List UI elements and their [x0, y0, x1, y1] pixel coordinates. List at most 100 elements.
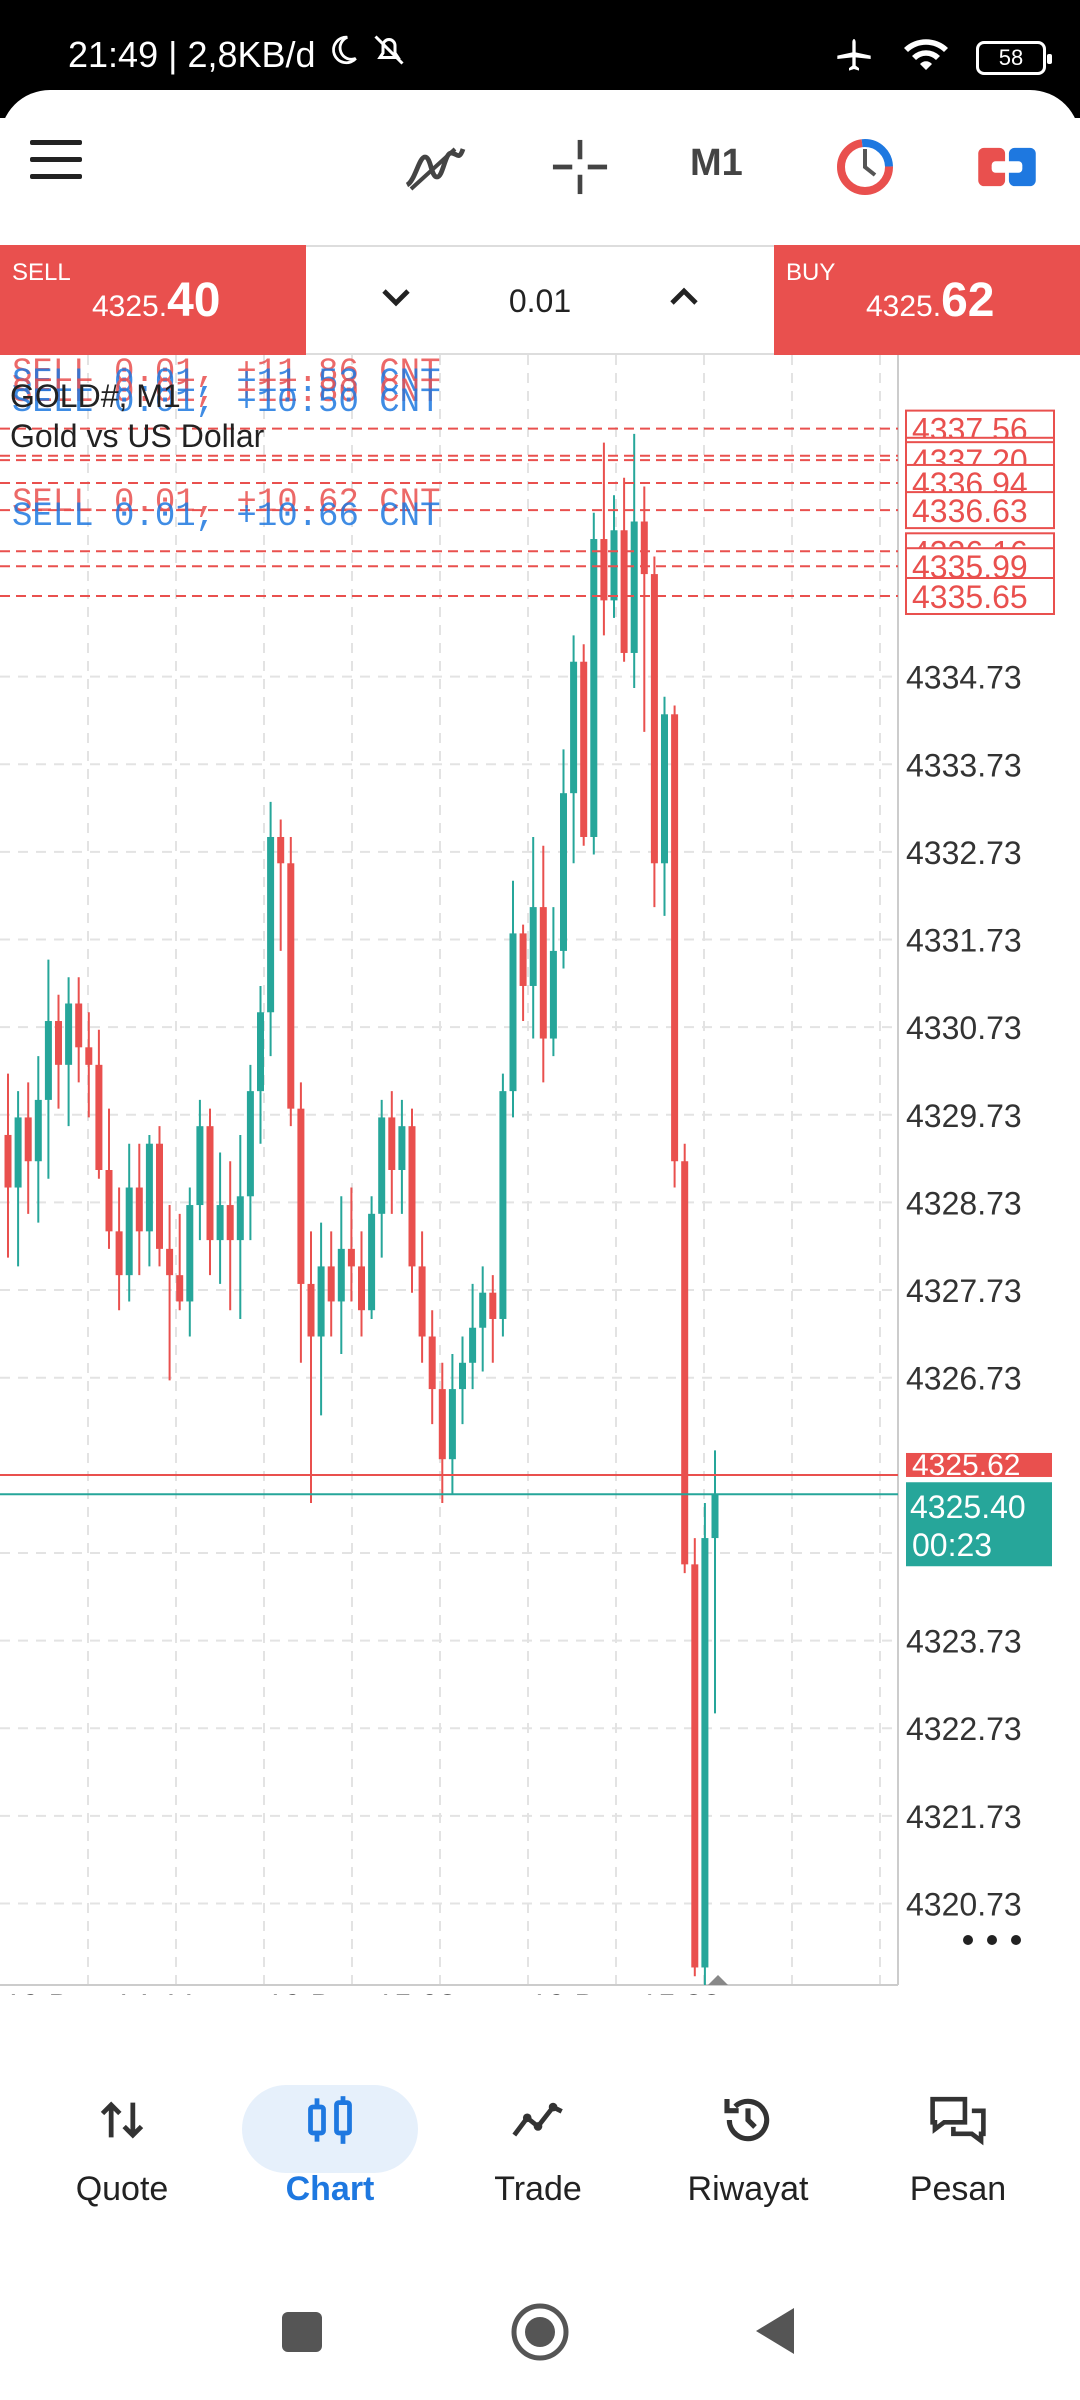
candle-body: [206, 1126, 214, 1241]
crosshair-icon[interactable]: [545, 132, 615, 202]
y-tick-label: 4332.73: [906, 835, 1022, 871]
more-options-dot[interactable]: [987, 1935, 997, 1945]
lot-stepper: 0.01: [306, 245, 774, 355]
candle-body: [327, 1266, 335, 1302]
candle-body: [681, 1161, 689, 1565]
buy-label: BUY: [786, 259, 836, 286]
y-tick-label: 4323.73: [906, 1624, 1022, 1660]
candle-body: [388, 1117, 396, 1170]
mute-icon: [370, 32, 408, 77]
x-tick-label: 19 Dec 14:44: [4, 1988, 194, 1995]
trade-panel-icon[interactable]: [972, 132, 1042, 202]
y-tick-label: 4334.73: [906, 660, 1022, 696]
candle-body: [691, 1564, 699, 1968]
decrease-lot-chevron-down-icon[interactable]: [376, 277, 416, 322]
candle-body: [176, 1275, 184, 1302]
candle-body: [75, 1003, 83, 1048]
candle-body: [489, 1292, 497, 1319]
back-triangle-icon[interactable]: [752, 2306, 798, 2361]
symbol-title: GOLD#, M1: [10, 378, 181, 414]
candle-body: [14, 1117, 22, 1188]
nav-chart[interactable]: Chart: [240, 2080, 420, 2250]
status-time: 21:49: [68, 33, 159, 75]
nav-messages[interactable]: Pesan: [868, 2080, 1048, 2250]
candle-body: [428, 1336, 436, 1390]
lot-size-input[interactable]: 0.01: [508, 283, 572, 319]
recents-square-icon[interactable]: [280, 2310, 324, 2359]
candle-body: [549, 950, 557, 1039]
nav-messages-label: Pesan: [909, 2170, 1007, 2208]
candle-body: [479, 1292, 487, 1328]
candle-body: [529, 907, 537, 986]
candle-body: [85, 1047, 93, 1065]
nav-quote[interactable]: Quote: [32, 2080, 212, 2250]
indicators-icon[interactable]: [400, 132, 470, 202]
x-tick-label: 19 Dec 15:32: [530, 1988, 720, 1995]
buy-button[interactable]: BUY 4325.62: [774, 245, 1080, 355]
candle-body: [287, 863, 295, 1109]
symbol-subtitle: Gold vs US Dollar: [10, 418, 265, 454]
candle-body: [115, 1231, 123, 1276]
candle-body: [186, 1205, 194, 1302]
nav-chart-label: Chart: [285, 2170, 375, 2208]
sell-price-main: 4325.: [92, 290, 168, 323]
airplane-icon: [832, 34, 876, 81]
hamburger-menu-icon[interactable]: [30, 140, 82, 180]
candle-body: [226, 1205, 234, 1241]
home-circle-icon[interactable]: [510, 2302, 570, 2367]
y-tick-label: 4320.73: [906, 1887, 1022, 1923]
candle-body: [24, 1117, 32, 1162]
timeframe-selector[interactable]: M1: [690, 142, 743, 184]
candle-body: [560, 793, 567, 951]
candle-body: [135, 1187, 143, 1232]
app-bar: M1: [0, 90, 1080, 245]
candle-body: [590, 539, 598, 837]
order-level-label: 4336.63: [912, 493, 1028, 529]
position-label: SELL 0.01, +10.50 CNT: [12, 384, 440, 422]
candle-body: [438, 1389, 446, 1460]
position-label: SELL 0.01, +11.53 CNT: [12, 364, 440, 402]
candlestick-chart[interactable]: 4334.73 4333.73 4332.73 4331.73 4330.73 4329.…: [0, 354, 1080, 2024]
one-click-trading-icon[interactable]: [830, 132, 900, 202]
candle-body: [337, 1248, 345, 1302]
order-level-tag: [905, 576, 1055, 615]
candle-body: [580, 661, 588, 837]
status-separator: |: [168, 33, 178, 75]
sell-price: 4325.40: [92, 273, 220, 328]
nav-trade[interactable]: Trade: [448, 2080, 628, 2250]
candle-countdown-label: 00:23: [912, 1527, 992, 1563]
candle-body: [711, 1494, 719, 1539]
battery-icon: 58: [976, 40, 1052, 75]
x-tick-label: 19 Dec 15:08: [266, 1988, 456, 1995]
ask-price-tag: [906, 1452, 1052, 1477]
candle-body: [620, 530, 628, 653]
wifi-icon: [902, 34, 950, 81]
price-chart[interactable]: 4334.73 4333.73 4332.73 4331.73 4330.73 4329.…: [0, 354, 1080, 2024]
more-options-dot[interactable]: [963, 1935, 973, 1945]
y-tick-label: 4326.73: [906, 1361, 1022, 1397]
sell-price-pips: 40: [167, 274, 221, 327]
candle-body: [196, 1126, 204, 1206]
candle-body: [701, 1538, 709, 1968]
candle-body: [650, 574, 658, 864]
candle-body: [125, 1187, 133, 1276]
candle-body: [347, 1248, 355, 1267]
last-bar-marker: [708, 1975, 728, 1985]
candle-body: [469, 1327, 477, 1363]
nav-history[interactable]: Riwayat: [658, 2080, 838, 2250]
candle-body: [418, 1266, 426, 1337]
position-label: SELL 0.01, +11.86 CNT: [12, 355, 440, 392]
chart-candles-icon: [240, 2080, 420, 2160]
candle-body: [408, 1126, 416, 1267]
candle-body: [519, 933, 527, 986]
bottom-navigation: Quote Chart Trade Riwayat Pesan: [0, 2050, 1080, 2270]
increase-lot-chevron-up-icon[interactable]: [664, 277, 704, 322]
more-options-dot[interactable]: [1011, 1935, 1021, 1945]
sell-button[interactable]: SELL 4325.40: [0, 245, 306, 355]
y-tick-label: 4327.73: [906, 1273, 1022, 1309]
battery-level: 58: [998, 44, 1024, 70]
one-click-trade-bar: SELL 4325.40 0.01 BUY 4325.62: [0, 245, 1080, 355]
candle-body: [145, 1143, 153, 1232]
candle-body: [630, 521, 638, 653]
y-tick-label: 4329.73: [906, 1098, 1022, 1134]
